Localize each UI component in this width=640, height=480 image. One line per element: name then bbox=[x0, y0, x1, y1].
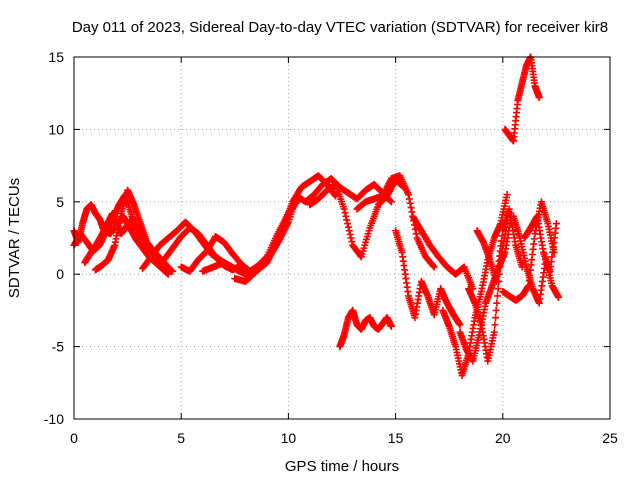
series-s23 bbox=[336, 306, 395, 351]
data-point bbox=[408, 208, 416, 216]
data-point bbox=[492, 306, 500, 314]
data-point bbox=[343, 216, 351, 224]
series-s22 bbox=[501, 53, 543, 145]
chart-title: Day 011 of 2023, Sidereal Day-to-day VTE… bbox=[72, 19, 608, 36]
series-s21 bbox=[520, 212, 560, 275]
data-point bbox=[492, 314, 500, 322]
y-axis-label: SDTVAR / TECUs bbox=[6, 178, 23, 298]
series-s13 bbox=[392, 227, 464, 329]
y-tick-label: -5 bbox=[52, 339, 65, 355]
data-point bbox=[387, 198, 395, 206]
y-tick-label: 10 bbox=[48, 121, 64, 137]
data-point bbox=[169, 267, 177, 275]
x-axis-label: GPS time / hours bbox=[285, 458, 399, 475]
data-point bbox=[344, 223, 352, 231]
data-point bbox=[405, 195, 413, 203]
data-point bbox=[491, 321, 499, 329]
data-point bbox=[535, 94, 543, 102]
data-point bbox=[430, 263, 438, 271]
data-point bbox=[345, 227, 353, 235]
grid-lines bbox=[74, 57, 610, 419]
series-s18 bbox=[473, 205, 526, 285]
y-tick-label: 15 bbox=[48, 49, 64, 65]
data-point bbox=[552, 220, 560, 228]
x-tick-label: 25 bbox=[602, 430, 618, 446]
data-point bbox=[407, 204, 415, 212]
data-point bbox=[503, 191, 511, 199]
data-point bbox=[348, 238, 356, 246]
x-tick-labels: 0 5 10 15 20 25 bbox=[70, 430, 618, 446]
data-point bbox=[340, 205, 348, 213]
data-point bbox=[342, 212, 350, 220]
data-point bbox=[493, 292, 501, 300]
series-s10 bbox=[267, 175, 395, 258]
series-s7 bbox=[177, 233, 271, 275]
x-tick-label: 15 bbox=[388, 430, 404, 446]
y-tick-label: -10 bbox=[44, 411, 64, 427]
data-point bbox=[386, 197, 394, 205]
x-tick-label: 10 bbox=[281, 430, 297, 446]
x-tick-label: 20 bbox=[495, 430, 511, 446]
data-point bbox=[490, 328, 498, 336]
data-point bbox=[555, 293, 563, 301]
data-points bbox=[70, 53, 563, 380]
y-tick-labels: -10 -5 0 5 10 15 bbox=[44, 49, 64, 427]
data-point bbox=[493, 299, 501, 307]
series-s12 bbox=[353, 172, 438, 271]
data-point bbox=[429, 262, 437, 270]
data-point bbox=[412, 230, 420, 238]
data-point bbox=[406, 199, 414, 207]
data-point bbox=[347, 234, 355, 242]
series-s4 bbox=[91, 186, 177, 275]
data-point bbox=[341, 209, 349, 217]
x-tick-label: 5 bbox=[177, 430, 185, 446]
plot-frame bbox=[73, 56, 611, 420]
data-point bbox=[387, 322, 395, 330]
x-tick-label: 0 bbox=[70, 430, 78, 446]
series-s14 bbox=[409, 212, 477, 293]
y-tick-label: 0 bbox=[56, 266, 64, 282]
data-point bbox=[344, 220, 352, 228]
data-point bbox=[346, 230, 354, 238]
y-tick-label: 5 bbox=[56, 194, 64, 210]
axis-ticks bbox=[73, 56, 611, 420]
data-point bbox=[456, 321, 464, 329]
data-point bbox=[494, 285, 502, 293]
data-point bbox=[404, 191, 412, 199]
